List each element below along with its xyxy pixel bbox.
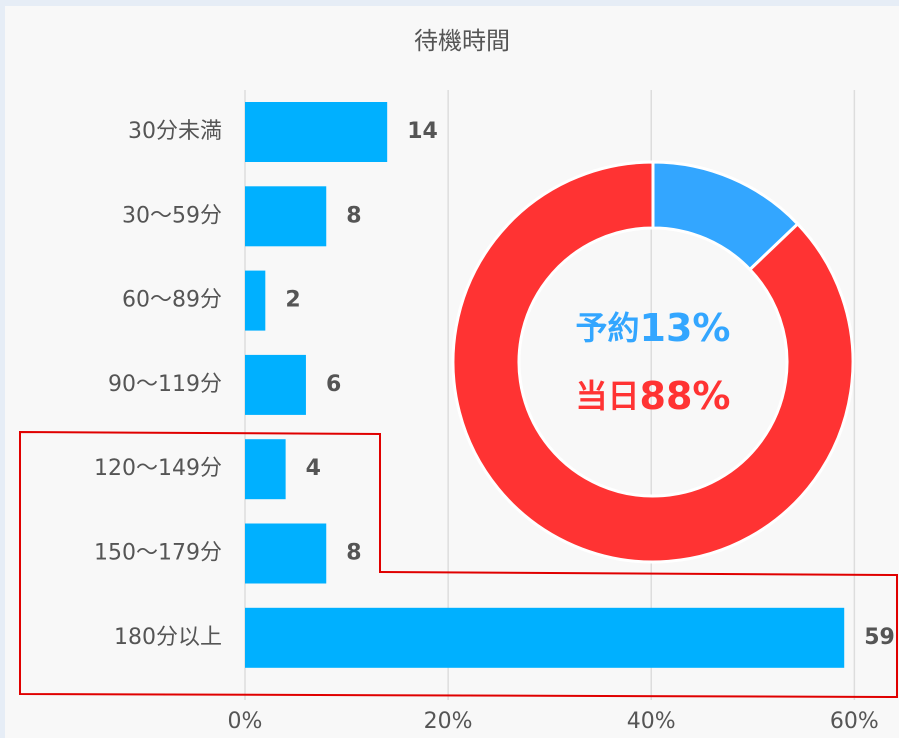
value-label: 13%	[640, 306, 731, 350]
donut-label: 予約13%	[576, 306, 731, 350]
y-tick-label: 120～149分	[94, 456, 222, 481]
bar	[245, 354, 306, 415]
value-label: 6	[326, 372, 341, 397]
x-tick-label: 20%	[424, 709, 473, 734]
y-tick-label: 90～119分	[108, 372, 222, 397]
value-label: 88%	[640, 374, 731, 418]
value-label: 14	[407, 119, 438, 144]
y-tick-label: 180分以上	[114, 625, 222, 650]
y-tick-label: 30～59分	[122, 203, 222, 228]
donut-slice	[451, 160, 855, 564]
bar	[245, 270, 266, 331]
value-label: 2	[285, 288, 300, 313]
y-tick-label: 150～179分	[94, 541, 222, 566]
highlight-box	[19, 430, 898, 699]
donut-label: 当日88%	[576, 374, 731, 418]
value-label: 8	[346, 541, 361, 566]
category-label: 当日	[576, 377, 640, 415]
value-label: 4	[306, 456, 321, 481]
bar	[245, 186, 327, 247]
y-tick-label: 60～89分	[122, 288, 222, 313]
x-tick-label: 60%	[830, 709, 879, 734]
y-tick-label: 30分未満	[128, 119, 222, 144]
bar	[245, 607, 845, 668]
bar	[245, 102, 388, 162]
x-tick-label: 0%	[228, 709, 263, 734]
value-label: 8	[346, 203, 361, 228]
value-label: 59	[864, 625, 895, 650]
category-label: 予約	[576, 309, 640, 347]
bar	[245, 523, 327, 584]
x-tick-label: 40%	[627, 709, 676, 734]
chart-title: 待機時間	[414, 27, 510, 55]
bar	[245, 439, 286, 500]
